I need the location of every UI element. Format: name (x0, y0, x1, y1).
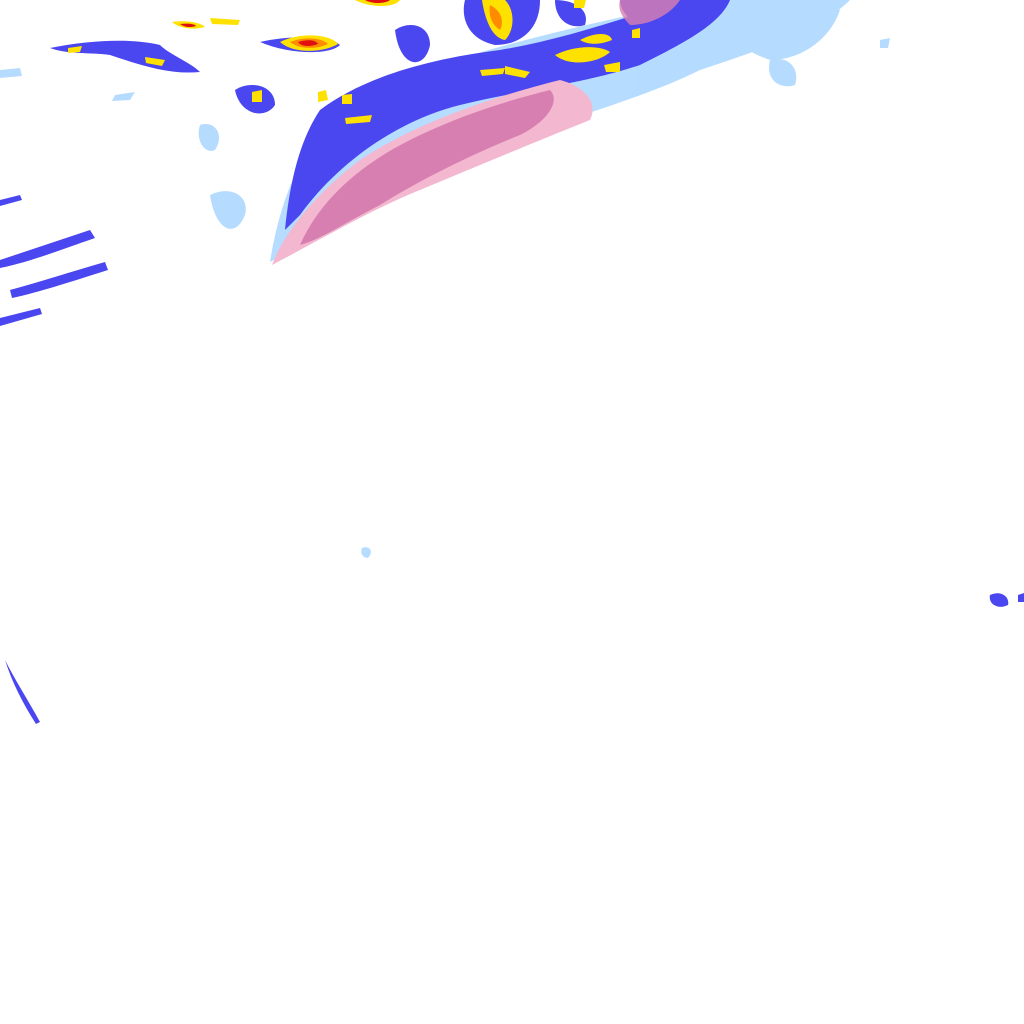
mixed-precipitation-layer (272, 0, 680, 265)
light-precipitation-layer (0, 0, 890, 558)
heavy-precipitation-cells (68, 0, 640, 124)
